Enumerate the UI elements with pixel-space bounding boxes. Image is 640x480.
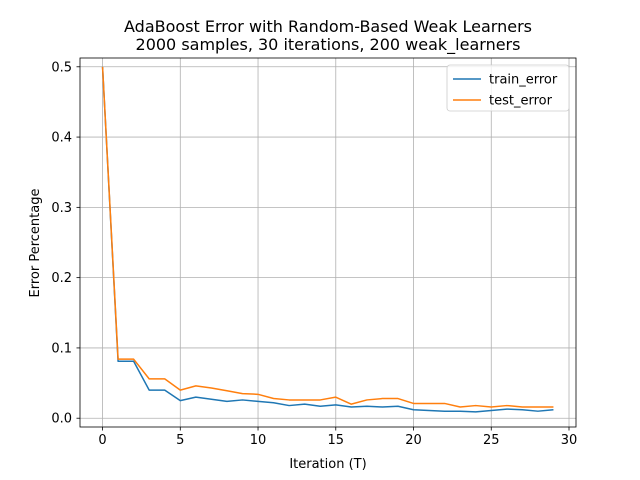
y-tick-label: 0.5 <box>51 60 72 75</box>
x-tick-label: 20 <box>405 433 422 448</box>
plot-frame <box>79 57 577 428</box>
series-line-train_error <box>101 66 554 413</box>
series-line-test_error <box>101 66 554 408</box>
y-tick-label: 0.2 <box>51 271 72 286</box>
x-axis-label: Iteration (T) <box>289 457 366 472</box>
legend-label-train_error: train_error <box>489 73 558 88</box>
y-tick-label: 0.1 <box>51 341 72 356</box>
x-tick-label: 10 <box>250 433 267 448</box>
x-tick-label: 15 <box>328 433 345 448</box>
y-axis-label: Error Percentage <box>28 189 43 298</box>
legend-label-test_error: test_error <box>489 94 553 109</box>
y-tick-label: 0.3 <box>51 201 72 216</box>
x-tick-label: 0 <box>98 433 106 448</box>
grid <box>80 58 576 427</box>
ticks: 0 5 10 15 20 25 30 0.0 0.1 0.2 0.3 0.4 0.5 <box>51 60 577 448</box>
x-tick-label: 25 <box>483 433 500 448</box>
chart-subtitle: 2000 samples, 30 iterations, 200 weak_le… <box>136 35 521 55</box>
legend: train_error test_error <box>446 64 570 112</box>
x-tick-label: 5 <box>176 433 184 448</box>
x-tick-label: 30 <box>561 433 578 448</box>
chart-title: AdaBoost Error with Random-Based Weak Le… <box>124 17 532 36</box>
y-tick-label: 0.4 <box>51 131 72 146</box>
y-tick-label: 0.0 <box>51 412 72 427</box>
series-layer <box>101 66 554 413</box>
